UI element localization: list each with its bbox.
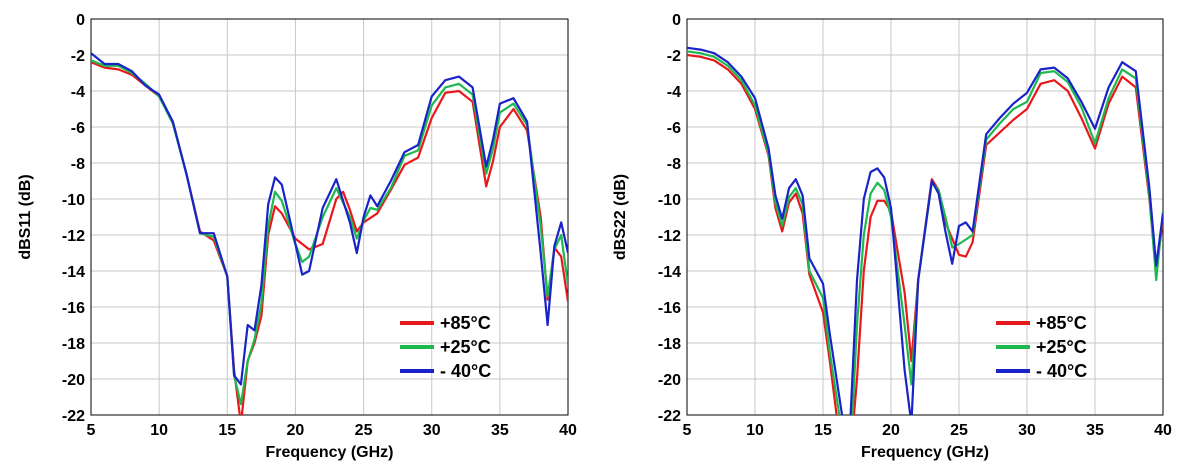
x-axis-title: Frequency (GHz): [861, 444, 989, 461]
x-tick-label: 15: [814, 422, 832, 439]
y-tick-label: -8: [667, 156, 681, 173]
legend-label: +25°C: [1036, 337, 1087, 357]
y-axis-title: dBS11 (dB): [17, 174, 34, 259]
x-tick-label: 40: [1154, 422, 1172, 439]
x-tick-label: 35: [491, 422, 509, 439]
legend: +85°C +25°C - 40°C: [400, 313, 491, 381]
y-tick-label: -20: [658, 372, 681, 389]
legend-label: - 40°C: [1036, 361, 1087, 381]
y-tick-label: -6: [667, 120, 681, 137]
y-tick-label: -16: [62, 300, 85, 317]
series-line-1: [687, 53, 1163, 415]
x-tick-label: 35: [1086, 422, 1104, 439]
y-tick-label: -14: [658, 264, 681, 281]
x-tick-label: 30: [1018, 422, 1036, 439]
plot-area: [687, 19, 1163, 415]
x-tick-label: 30: [423, 422, 441, 439]
chart-s22: 5 10 15 20 25 30 35 40 0 -2 -4 -6 -8 -10 -12 -14 -16 -18 -…: [612, 12, 1172, 461]
y-tick-label: -16: [658, 300, 681, 317]
x-tick-label: 5: [87, 422, 96, 439]
x-tick-label: 25: [950, 422, 968, 439]
x-tick-label: 20: [882, 422, 900, 439]
x-tick-label: 5: [683, 422, 692, 439]
series-line-3: [687, 46, 1163, 415]
y-tick-label: -22: [658, 408, 681, 425]
y-tick-label: 0: [672, 12, 681, 29]
legend-label: +85°C: [1036, 313, 1087, 333]
plot-frame: [90, 18, 569, 416]
y-tick-label: -8: [71, 156, 85, 173]
y-tick-label: -10: [658, 192, 681, 209]
y-tick-label: 0: [76, 12, 85, 29]
y-tick-label: -18: [62, 336, 85, 353]
x-axis-title: Frequency (GHz): [265, 444, 393, 461]
x-tick-label: 25: [355, 422, 373, 439]
legend-label: +85°C: [440, 313, 491, 333]
y-tick-label: -2: [71, 48, 85, 65]
y-tick-label: -14: [62, 264, 85, 281]
x-tick-label: 15: [218, 422, 236, 439]
y-tick-label: -12: [62, 228, 85, 245]
legend-label: +25°C: [440, 337, 491, 357]
y-axis-title: dBS22 (dB): [612, 174, 629, 260]
x-tick-label: 20: [287, 422, 305, 439]
y-tick-label: -12: [658, 228, 681, 245]
y-tick-label: -4: [667, 84, 681, 101]
y-tick-label: -22: [62, 408, 85, 425]
series-line-3: [91, 52, 568, 386]
y-tick-label: -18: [658, 336, 681, 353]
series-line-2: [687, 50, 1163, 415]
chart-s11: 5 10 15 20 25 30 35 40 0 -2 -4 -6 -8 -10 -12 -14 -16 -18 -…: [17, 12, 577, 461]
x-tick-label: 10: [746, 422, 764, 439]
x-tick-label: 10: [150, 422, 168, 439]
y-tick-label: -4: [71, 84, 85, 101]
legend: +85°C +25°C - 40°C: [996, 313, 1087, 381]
legend-label: - 40°C: [440, 361, 491, 381]
y-tick-label: -10: [62, 192, 85, 209]
y-tick-label: -2: [667, 48, 681, 65]
plot-area: [91, 19, 568, 415]
y-tick-label: -6: [71, 120, 85, 137]
y-tick-label: -20: [62, 372, 85, 389]
x-tick-label: 40: [559, 422, 577, 439]
